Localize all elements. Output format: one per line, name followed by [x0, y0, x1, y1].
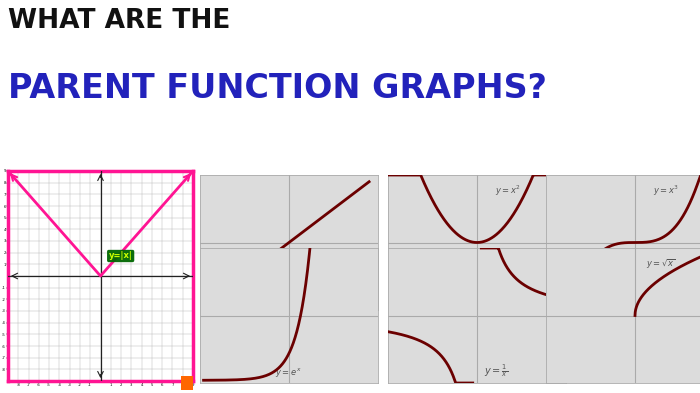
Text: $y = \frac{1}{x}$: $y = \frac{1}{x}$: [484, 363, 508, 379]
Text: QUADRATIC: QUADRATIC: [447, 160, 506, 169]
Text: $y = e^x$: $y = e^x$: [275, 366, 301, 379]
Text: INVERSE: INVERSE: [455, 292, 499, 301]
Bar: [181, 376, 193, 390]
Text: LINEAR: LINEAR: [271, 160, 307, 169]
Text: PARENT FUNCTION GRAPHS?: PARENT FUNCTION GRAPHS?: [8, 72, 547, 105]
Text: $y=x^3$: $y=x^3$: [653, 184, 679, 198]
Text: + TRANSFORMATIONS: + TRANSFORMATIONS: [426, 32, 643, 50]
Text: y=|x|: y=|x|: [108, 252, 132, 261]
Text: $y=x^2$: $y=x^2$: [495, 184, 521, 198]
Text: SQUARE ROOT: SQUARE ROOT: [598, 292, 671, 301]
Text: CUBIC: CUBIC: [620, 160, 650, 169]
Text: ABSOLUTE VALUE: ABSOLUTE VALUE: [55, 159, 150, 169]
Text: $x = y$: $x = y$: [300, 292, 322, 303]
Text: WHAT ARE THE: WHAT ARE THE: [8, 8, 230, 34]
Text: $y=\sqrt{x}$: $y=\sqrt{x}$: [645, 257, 675, 271]
Text: EXPONENTIAL: EXPONENTIAL: [253, 292, 325, 301]
